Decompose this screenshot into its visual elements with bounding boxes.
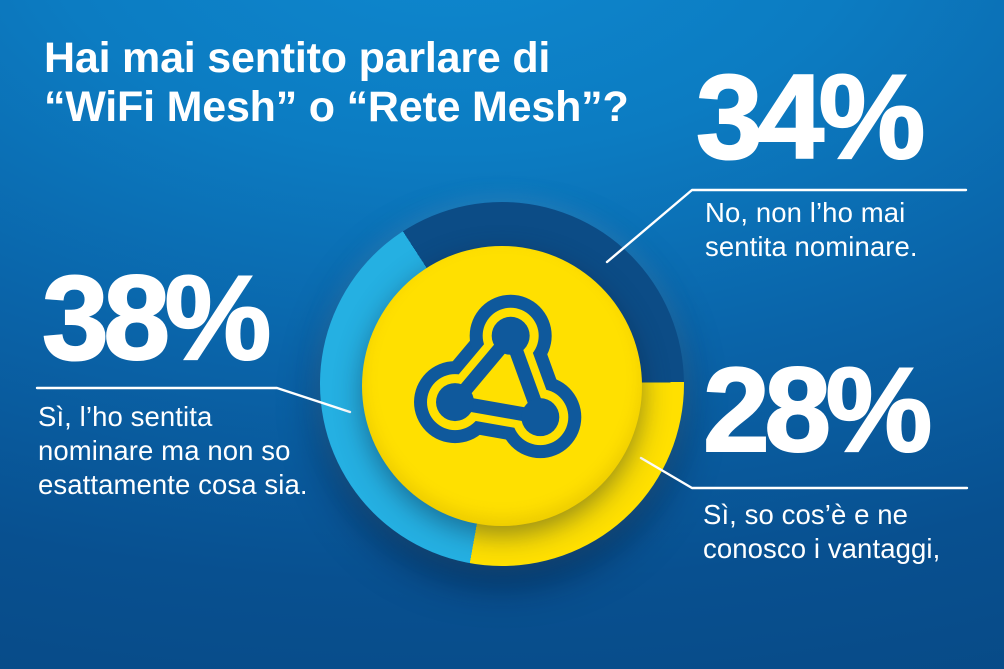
donut-center-disc: [362, 246, 642, 526]
stat-label-yes-know-benefits: Sì, so cos’è e ne conosco i vantaggi,: [703, 499, 941, 564]
chart-title-line2: “WiFi Mesh” o “Rete Mesh”?: [44, 83, 629, 131]
stat-value-yes-heard-only: 38%: [41, 251, 272, 385]
stat-label-yes-heard-only: Sì, l’ho sentita nominare ma non so esatta…: [38, 401, 308, 500]
chart-title-line1: Hai mai sentito parlare di: [44, 34, 551, 82]
stat-value-yes-know-benefits: 28%: [702, 343, 933, 477]
chart-title: Hai mai sentito parlare di “WiFi Mesh” o …: [44, 34, 629, 132]
mesh-network-icon: [414, 294, 582, 459]
stat-value-no-never: 34%: [695, 50, 926, 184]
stat-label-no-never: No, non l’ho mai sentita nominare.: [705, 197, 918, 262]
